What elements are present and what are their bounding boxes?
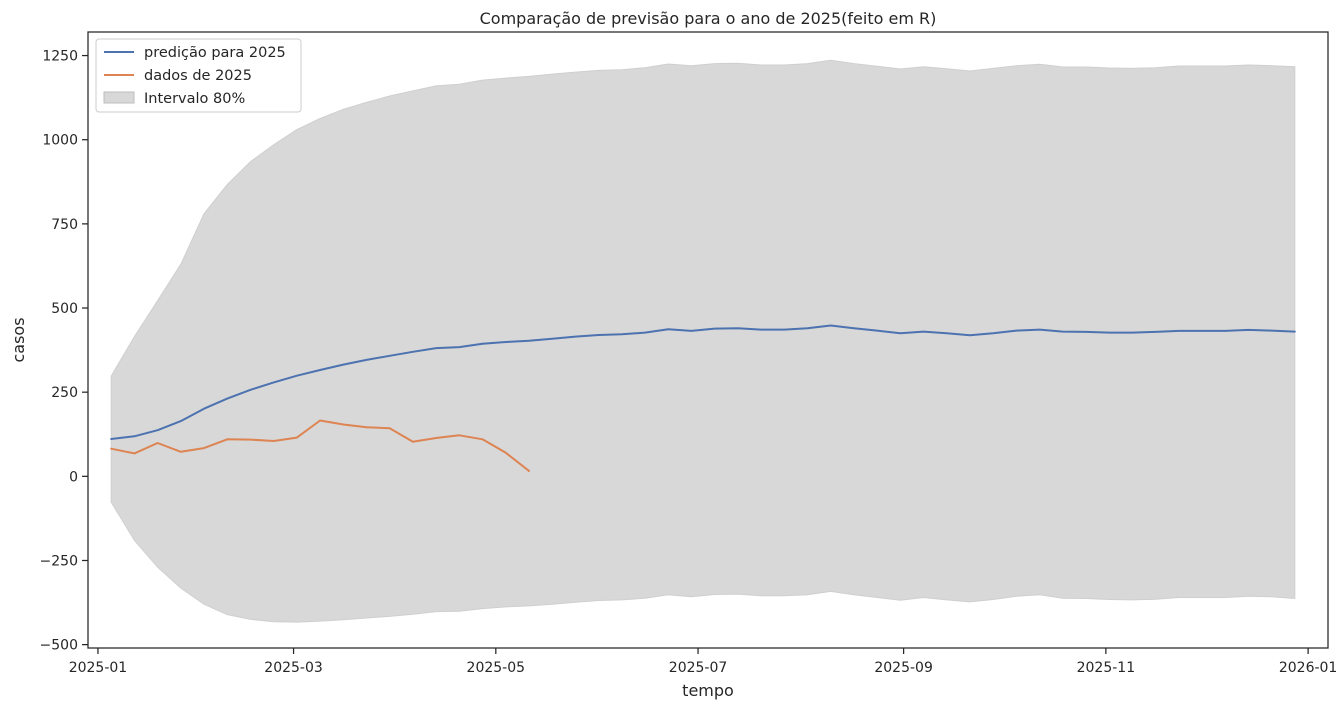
y-axis: 1250 1000 750 500 250 0 −250 −500 <box>40 49 88 654</box>
legend-label-prediction: predição para 2025 <box>144 45 286 61</box>
series-line-1 <box>110 419 530 472</box>
y-tick-label: 0 <box>69 469 78 485</box>
y-tick-label: −250 <box>40 553 78 569</box>
y-tick-label: 1000 <box>42 133 78 149</box>
series-line-0 <box>110 324 1296 440</box>
y-tick-label: −500 <box>40 638 78 654</box>
x-tick-label: 2025-09 <box>874 660 933 676</box>
y-tick-label: 1250 <box>42 49 78 65</box>
x-tick-label: 2025-01 <box>69 660 128 676</box>
interval-band <box>110 59 1296 623</box>
y-tick-label: 250 <box>51 385 78 401</box>
legend: predição para 2025 dados de 2025 Interva… <box>95 38 302 113</box>
x-axis: 2025-01 2025-03 2025-05 2025-07 2025-09 2025-… <box>69 648 1338 676</box>
legend-label-interval: Intervalo 80% <box>144 91 245 107</box>
y-tick-label: 750 <box>51 217 78 233</box>
plot-frame <box>87 31 1329 649</box>
x-tick-label: 2025-07 <box>669 660 728 676</box>
x-tick-label: 2025-03 <box>264 660 323 676</box>
y-axis-label: casos <box>9 317 28 362</box>
plot-area <box>87 31 1329 649</box>
x-tick-label: 2025-11 <box>1077 660 1136 676</box>
y-tick-label: 500 <box>51 301 78 317</box>
chart-title: Comparação de previsão para o ano de 202… <box>480 9 937 28</box>
legend-box <box>95 38 302 113</box>
legend-label-data: dados de 2025 <box>144 68 252 84</box>
series-layer <box>110 324 1296 472</box>
x-tick-label: 2025-05 <box>467 660 526 676</box>
legend-swatch-interval <box>103 91 135 104</box>
x-tick-label: 2026-01 <box>1279 660 1338 676</box>
x-axis-label: tempo <box>682 681 734 700</box>
